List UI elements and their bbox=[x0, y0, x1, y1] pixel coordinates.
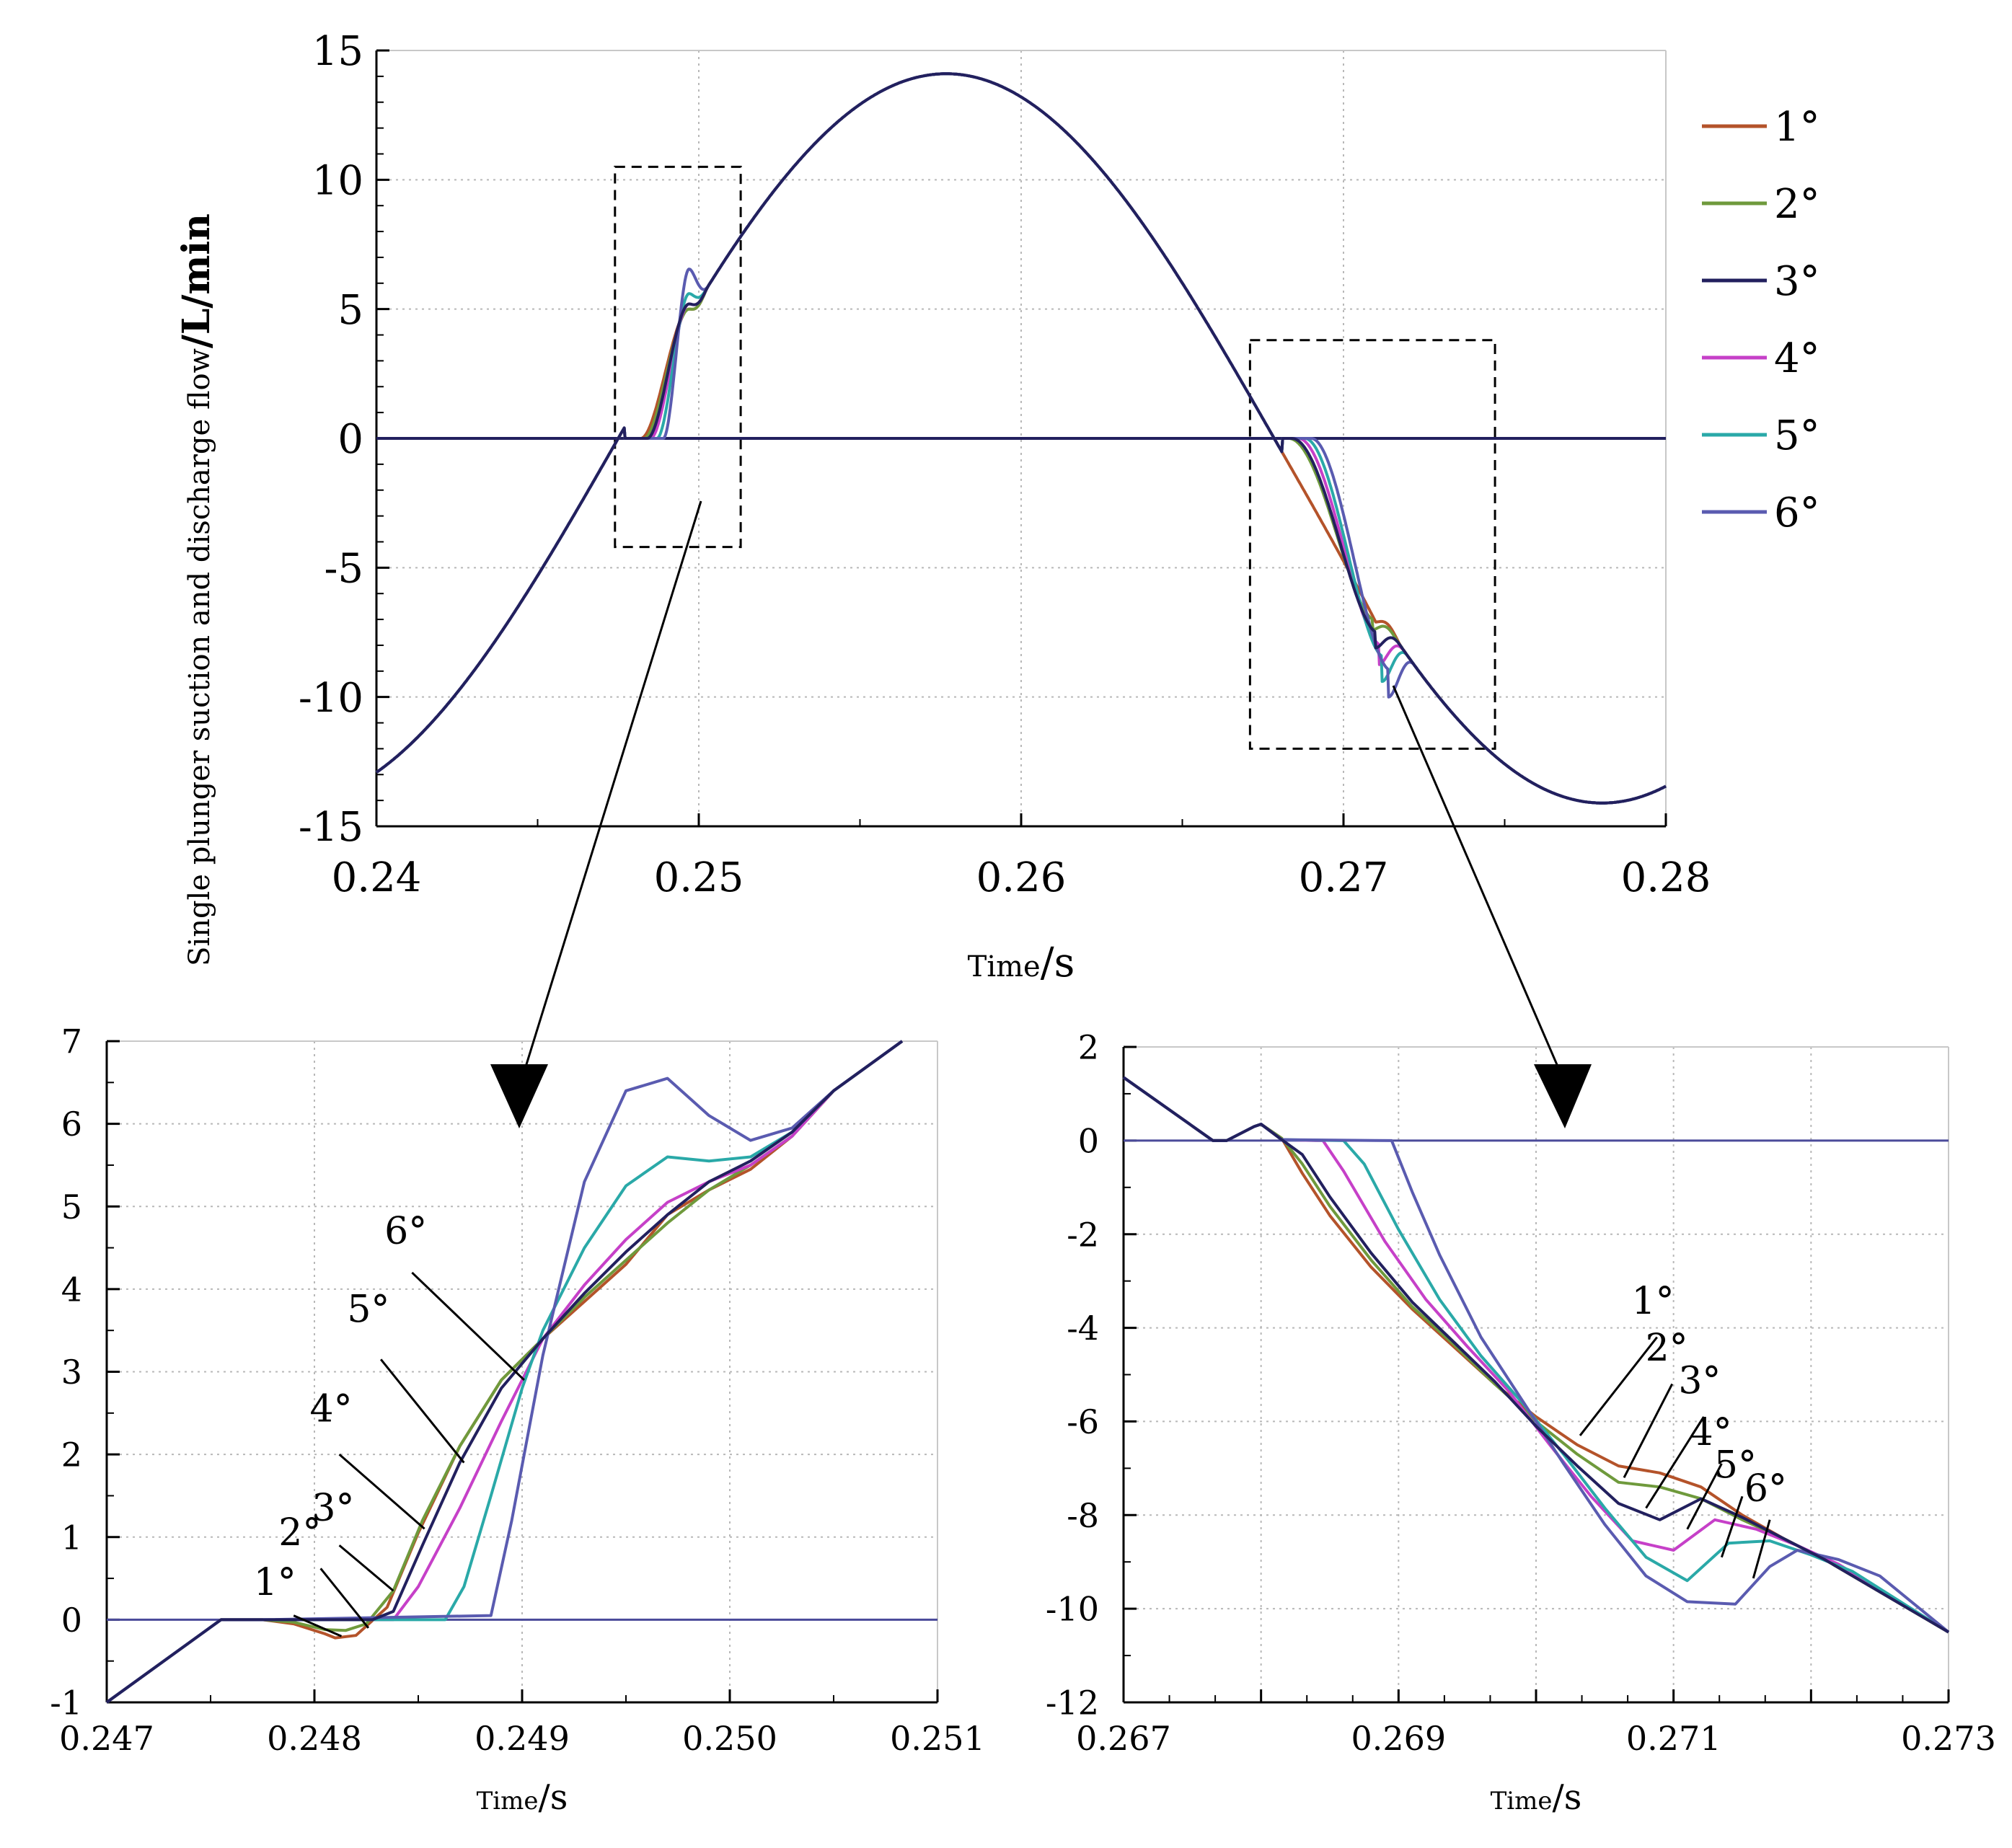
zoom-right-annotation-label-1: 1° bbox=[1632, 1280, 1675, 1323]
zoom-left-ytick-label-8: 7 bbox=[61, 1022, 82, 1061]
connector-line-left bbox=[519, 500, 702, 1084]
zoom-left-ytick-label-3: 2 bbox=[61, 1436, 82, 1475]
zoom-right-x-label-main: Time bbox=[1491, 1787, 1553, 1816]
main-chart: 0.24 0.25 0.26 0.27 0.28 -15 -10 -5 0 5 10 15 Time/s… bbox=[175, 28, 1820, 986]
zoom-right-annotation-line-6 bbox=[1752, 1519, 1771, 1579]
zoom-right-annotation-line-2 bbox=[1623, 1383, 1674, 1479]
zoom-right-ytick-label-5: -2 bbox=[1067, 1215, 1099, 1254]
main-ytick-label-5: 10 bbox=[312, 157, 363, 204]
legend-label-3deg: 3° bbox=[1774, 258, 1820, 305]
zoom-left-annotation-label-3: 3° bbox=[312, 1487, 354, 1530]
main-x-label: Time/s bbox=[968, 940, 1075, 986]
legend-label-6deg: 6° bbox=[1774, 490, 1820, 536]
legend-label-2deg: 2° bbox=[1774, 181, 1820, 228]
connector-arrowhead-left bbox=[490, 1064, 548, 1128]
zoom-left-ytick-label-2: 1 bbox=[61, 1518, 82, 1557]
zoom-left-annotation-line-6 bbox=[411, 1271, 525, 1381]
zoom-left-x-label: Time/s bbox=[477, 1777, 568, 1818]
zoom-left-ytick-label-4: 3 bbox=[61, 1353, 82, 1392]
zoom-right-ytick-label-2: -8 bbox=[1067, 1496, 1099, 1535]
main-ytick-label-0: -15 bbox=[299, 804, 363, 851]
main-xtick-label-3: 0.27 bbox=[1299, 854, 1389, 901]
zoom-right-x-label-unit: /s bbox=[1553, 1777, 1582, 1818]
main-y-label: Single plunger suction and discharge flo… bbox=[175, 213, 219, 966]
zoom-right-annotation-label-5: 5° bbox=[1714, 1444, 1757, 1487]
zoom-right-ytick-label-0: -12 bbox=[1046, 1684, 1099, 1723]
zoom-left-annotation-line-4 bbox=[338, 1453, 425, 1530]
zoom-left-annotation-label-4: 4° bbox=[309, 1387, 352, 1431]
zoom-left-ytick-label-5: 4 bbox=[61, 1270, 82, 1309]
zoom-right-annotation-line-3 bbox=[1645, 1416, 1705, 1509]
zoom-left-ytick-label-1: 0 bbox=[61, 1601, 82, 1640]
main-legend: 1° 2° 3° 4° 5° 6° bbox=[1702, 104, 1820, 536]
zoom-left-xtick-label-0: 0.247 bbox=[59, 1719, 154, 1758]
zoom-left-annotation-line-2 bbox=[319, 1568, 370, 1629]
main-ytick-label-2: -5 bbox=[324, 545, 363, 592]
main-y-label-unit: /L/min bbox=[175, 213, 219, 348]
zoom-right-x-label: Time/s bbox=[1491, 1777, 1582, 1818]
zoom-left-xtick-label-3: 0.250 bbox=[682, 1719, 777, 1758]
zoom-right-ytick-label-3: -6 bbox=[1067, 1402, 1099, 1441]
zoom-left-xtick-label-4: 0.251 bbox=[890, 1719, 985, 1758]
zoom-right-annotation-label-2: 2° bbox=[1646, 1327, 1688, 1370]
zoom-right-annotation-line-4 bbox=[1686, 1463, 1723, 1530]
legend-label-1deg: 1° bbox=[1774, 104, 1820, 151]
zoom-left-annotation-label-5: 5° bbox=[347, 1288, 389, 1332]
zoom-right-ytick-label-6: 0 bbox=[1078, 1121, 1099, 1160]
main-xtick-label-1: 0.25 bbox=[654, 854, 744, 901]
main-ytick-label-3: 0 bbox=[337, 416, 363, 463]
zoom-left-ytick-label-0: -1 bbox=[50, 1684, 82, 1723]
main-xtick-label-4: 0.28 bbox=[1621, 854, 1711, 901]
main-ytick-label-6: 15 bbox=[312, 28, 363, 75]
zoom-right-series-3deg bbox=[1122, 1076, 1950, 1634]
main-x-label-unit: /s bbox=[1041, 940, 1075, 986]
zoom-left-ytick-label-6: 5 bbox=[61, 1188, 82, 1226]
zoom-right-xtick-label-0: 0.267 bbox=[1076, 1719, 1171, 1758]
main-y-label-main: Single plunger suction and discharge flo… bbox=[183, 348, 216, 966]
zoom-right-annotation-line-5 bbox=[1720, 1495, 1744, 1558]
main-ytick-label-1: -10 bbox=[299, 675, 363, 722]
zoom-right-annotation-label-6: 6° bbox=[1744, 1467, 1787, 1511]
zoom-left-annotation-line-3 bbox=[338, 1544, 394, 1592]
main-series-3deg bbox=[375, 72, 1667, 805]
zoom-right-ytick-label-4: -4 bbox=[1067, 1309, 1099, 1348]
zoom-right-annotation-label-3: 3° bbox=[1678, 1359, 1721, 1402]
main-xtick-label-2: 0.26 bbox=[976, 854, 1067, 901]
legend-label-4deg: 4° bbox=[1774, 335, 1820, 382]
zoom-left-annotation-line-1 bbox=[293, 1614, 343, 1637]
zoom-right-chart: 0.267 0.269 0.271 0.273 -12 -10 -8 -6 -4 -2 0 2 Time… bbox=[1046, 1028, 1996, 1818]
zoom-left-annotation-label-1: 1° bbox=[254, 1561, 296, 1604]
zoom-left-x-label-unit: /s bbox=[539, 1777, 568, 1818]
connector-arrowhead-right bbox=[1534, 1064, 1592, 1128]
zoom-right-xtick-label-2: 0.269 bbox=[1351, 1719, 1446, 1758]
zoom-box-2 bbox=[1248, 339, 1496, 750]
zoom-left-annotation-label-2: 2° bbox=[278, 1511, 321, 1555]
connector-line-right bbox=[1392, 685, 1566, 1084]
zoom-right-ytick-label-7: 2 bbox=[1078, 1028, 1099, 1067]
zoom-left-series-3deg bbox=[105, 1040, 904, 1704]
zoom-left-annotation-label-6: 6° bbox=[384, 1210, 427, 1253]
zoom-left-xtick-label-1: 0.248 bbox=[267, 1719, 362, 1758]
main-ytick-label-4: 5 bbox=[337, 287, 363, 334]
main-x-label-main: Time bbox=[968, 950, 1041, 983]
main-xtick-label-0: 0.24 bbox=[332, 854, 422, 901]
zoom-right-annotation-label-4: 4° bbox=[1690, 1411, 1732, 1454]
zoom-right-annotation-line-1 bbox=[1579, 1336, 1658, 1436]
zoom-left-ytick-label-7: 6 bbox=[61, 1105, 82, 1144]
legend-label-5deg: 5° bbox=[1774, 412, 1820, 459]
zoom-left-xtick-label-2: 0.249 bbox=[475, 1719, 570, 1758]
zoom-left-chart: 0.247 0.248 0.249 0.250 0.251 -1 0 1 2 3 4 5 6 7 Time/… bbox=[50, 1022, 985, 1818]
zoom-left-x-label-main: Time bbox=[477, 1787, 539, 1816]
zoom-left-annotation-line-5 bbox=[379, 1358, 465, 1464]
zoom-box-1 bbox=[614, 165, 742, 549]
zoom-right-ytick-label-1: -10 bbox=[1046, 1590, 1099, 1629]
zoom-right-xtick-label-6: 0.273 bbox=[1901, 1719, 1996, 1758]
zoom-right-xtick-label-4: 0.271 bbox=[1626, 1719, 1721, 1758]
zoom-connectors bbox=[490, 500, 1592, 1128]
